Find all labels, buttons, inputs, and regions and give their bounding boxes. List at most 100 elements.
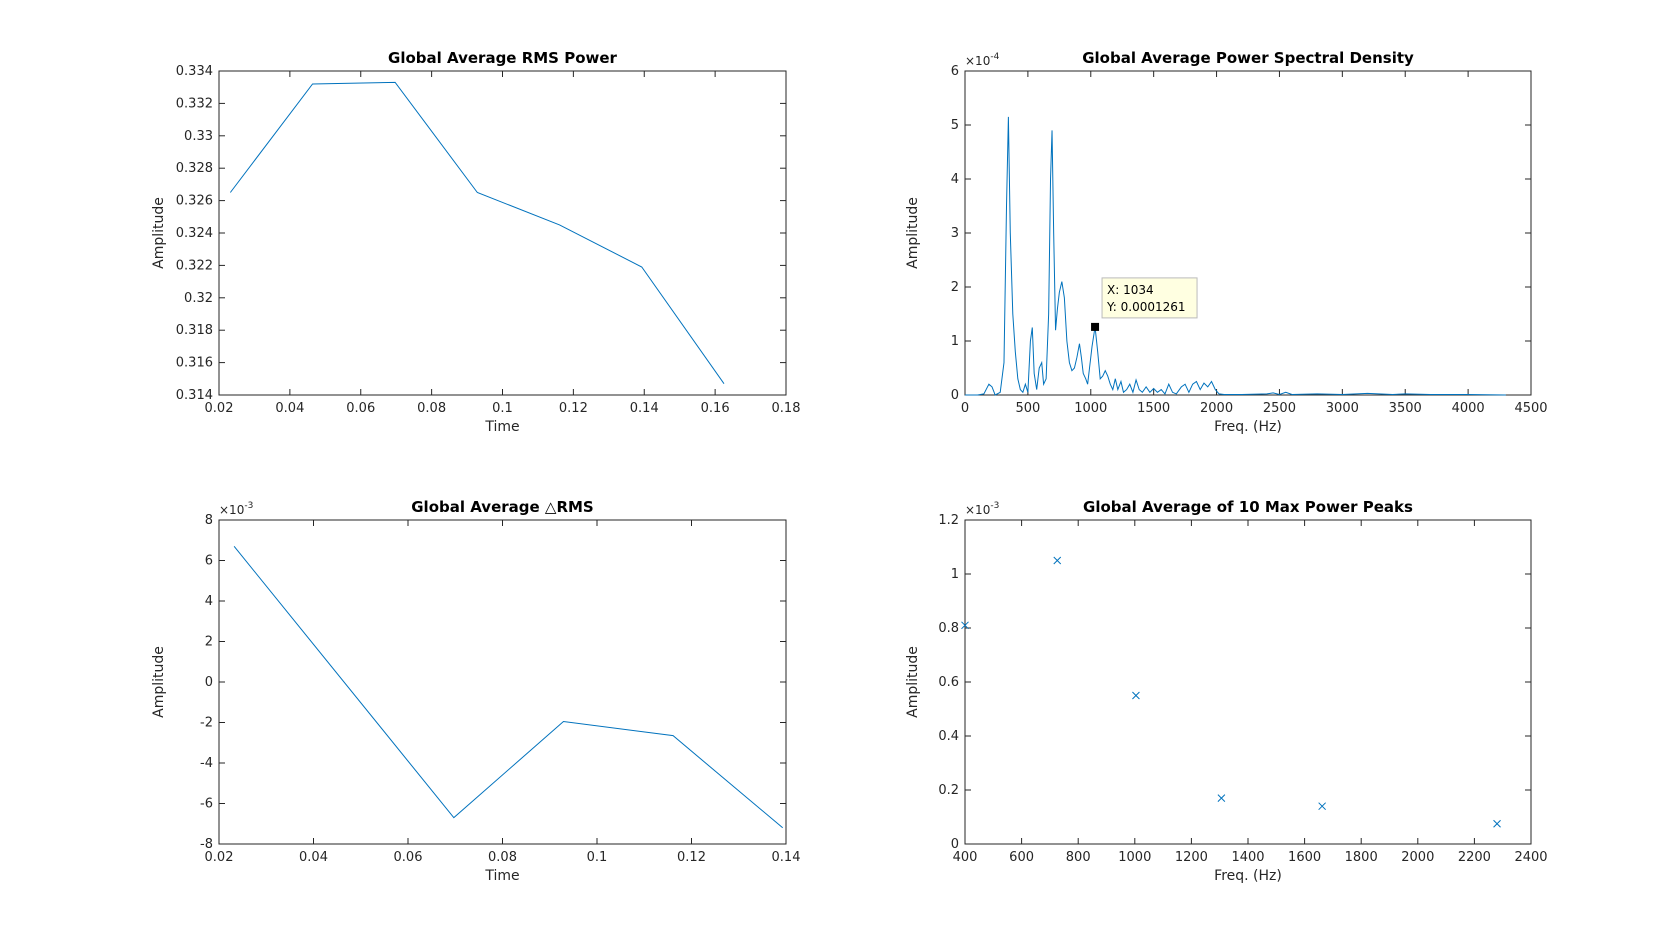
x-tick-label: 2000 [1200,401,1233,416]
axes-box [964,70,1532,396]
x-tick-label: 1200 [1175,850,1208,865]
y-tick-label: 0.6 [938,675,959,690]
x-tick-label: 800 [1066,850,1091,865]
x-axis-label: Freq. (Hz) [1214,419,1282,435]
x-marker [1053,556,1062,565]
x-tick-label: 1500 [1137,401,1170,416]
y-tick-label: 0.334 [176,64,213,79]
exponent-power: -3 [990,501,999,511]
chart-title: Global Average Power Spectral Density [1082,49,1414,67]
chart-title: Global Average of 10 Max Power Peaks [1083,498,1413,516]
x-tick-label: 2400 [1514,850,1547,865]
x-tick-label: 3500 [1389,401,1422,416]
y-tick-label: 0.322 [176,258,213,273]
x-marker [1493,819,1501,828]
x-marker [1217,794,1226,802]
y-tick-label: 0 [205,675,213,690]
x-tick-label: 0.16 [701,401,730,416]
axes-background [965,520,1531,844]
y-axis-label: Amplitude [151,197,167,269]
axes-background [219,520,786,844]
x-tick-label: 400 [953,850,978,865]
x-tick-label: 1000 [1074,401,1107,416]
y-exponent: ×10-3 [965,501,999,517]
x-tick-label: 0.06 [346,401,375,416]
exponent-base: ×10 [965,503,990,517]
y-tick-label: 0.4 [938,729,959,744]
y-tick-label: -4 [200,756,213,771]
y-tick-label: 5 [951,118,959,133]
y-tick-label: 2 [951,280,959,295]
data-line [965,116,1506,396]
x-tick-label: 4500 [1514,401,1547,416]
y-tick-label: 0.332 [176,96,213,111]
y-tick-label: 3 [951,226,959,241]
y-tick-label: -6 [200,797,213,812]
y-tick-label: -8 [200,837,213,852]
y-tick-label: -2 [200,716,213,731]
x-tick-label: 0.1 [492,401,513,416]
y-tick-label: 4 [951,172,959,187]
datatip-y: Y: 0.0001261 [1106,300,1186,314]
x-tick-label: 3000 [1326,401,1359,416]
x-tick-label: 2200 [1458,850,1491,865]
exponent-base: ×10 [219,503,244,517]
x-tick-label: 0.04 [299,850,328,865]
exponent-power: -3 [244,501,253,511]
y-tick-label: 0.328 [176,161,213,176]
y-tick-label: 0.314 [176,388,213,403]
axes-box [218,70,787,396]
x-tick-label: 0.08 [488,850,517,865]
axes-background [219,71,786,395]
x-axis-label: Freq. (Hz) [1214,868,1282,884]
y-tick-label: 4 [205,594,213,609]
x-tick-label: 0.12 [559,401,588,416]
axes-box [964,519,1532,845]
chart-title: Global Average △RMS [411,498,593,516]
data-line [233,546,784,829]
y-tick-label: 6 [951,64,959,79]
y-tick-label: 0.2 [938,783,959,798]
y-tick-label: 0.316 [176,356,213,371]
y-tick-label: 0.33 [184,129,213,144]
x-tick-label: 2500 [1263,401,1296,416]
datatip-marker [1091,322,1100,331]
x-tick-label: 0 [961,401,969,416]
y-axis-label: Amplitude [905,197,921,269]
x-tick-label: 0.02 [205,850,234,865]
axes-background [965,71,1531,395]
y-tick-label: 0.32 [184,291,213,306]
y-tick-label: 0 [951,388,959,403]
x-tick-label: 1000 [1118,850,1151,865]
chart-title: Global Average RMS Power [388,49,617,67]
exponent-power: -4 [990,52,999,62]
y-tick-label: 8 [205,513,213,528]
y-axis-label: Amplitude [905,646,921,718]
y-tick-label: 0 [951,837,959,852]
x-tick-label: 2000 [1401,850,1434,865]
x-tick-label: 0.1 [587,850,608,865]
exponent-base: ×10 [965,54,990,68]
y-tick-label: 1 [951,334,959,349]
x-tick-label: 0.08 [417,401,446,416]
data-line [229,81,725,384]
x-tick-label: 600 [1009,850,1034,865]
x-axis-label: Time [484,868,519,884]
y-tick-label: 2 [205,635,213,650]
datatip-box [1101,277,1198,319]
datatip-x: X: 1034 [1107,283,1154,297]
x-marker [961,621,969,630]
x-tick-label: 0.14 [630,401,659,416]
x-tick-label: 0.14 [772,850,801,865]
y-tick-label: 1 [951,567,959,582]
x-marker [1318,802,1327,811]
y-tick-label: 0.326 [176,194,213,209]
y-tick-label: 0.8 [938,621,959,636]
y-exponent: ×10-3 [219,501,253,517]
x-tick-label: 0.04 [275,401,304,416]
y-tick-label: 0.324 [176,226,213,241]
y-tick-label: 6 [205,554,213,569]
y-axis-label: Amplitude [151,646,167,718]
x-tick-label: 0.06 [394,850,423,865]
